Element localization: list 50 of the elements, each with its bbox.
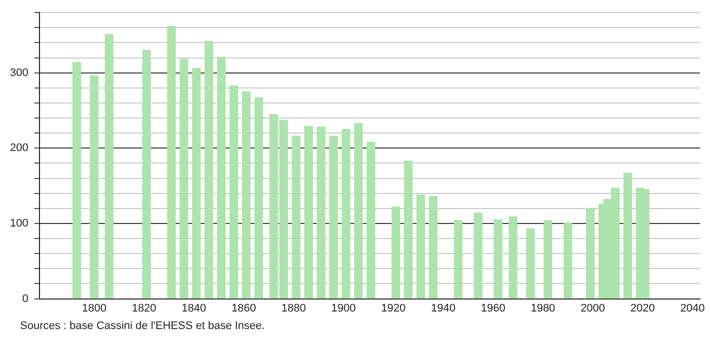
bar	[354, 122, 363, 299]
y-tick-label: 300	[10, 66, 28, 79]
bar	[180, 58, 188, 299]
y-tick-label: 100	[10, 218, 28, 230]
x-tick-label: 2020	[630, 302, 655, 314]
bar	[304, 126, 313, 299]
bar	[142, 50, 151, 299]
x-tick-label: 1800	[82, 302, 106, 314]
x-tick-label: 1960	[480, 302, 506, 314]
x-tick-label: 1900	[331, 302, 356, 314]
bar	[508, 216, 518, 299]
bar	[329, 136, 338, 299]
x-tick-label: 1820	[132, 302, 156, 314]
y-tick-label: 200	[10, 142, 28, 154]
bar	[254, 97, 264, 299]
bar	[316, 126, 326, 299]
bar	[167, 26, 176, 299]
bar	[242, 91, 251, 299]
bar	[204, 40, 214, 299]
x-tick-label: 1920	[381, 302, 406, 314]
x-tick-label: 1840	[182, 302, 206, 314]
bar	[192, 68, 201, 299]
x-tick-label: 2000	[580, 302, 606, 314]
bar	[623, 172, 632, 299]
bar	[342, 129, 350, 299]
bar	[104, 34, 114, 299]
x-tick-label: 1880	[281, 302, 306, 314]
bar	[404, 160, 413, 299]
bar	[526, 228, 535, 299]
y-tick-label: 0	[22, 292, 28, 305]
bar	[416, 194, 426, 299]
bar	[72, 62, 82, 299]
x-tick-label: 2040	[680, 302, 705, 314]
bar	[366, 142, 376, 299]
bar	[90, 76, 99, 299]
bar	[586, 208, 595, 299]
x-tick-label: 1940	[430, 302, 456, 314]
bar	[494, 219, 502, 299]
bar	[564, 222, 572, 299]
bar	[428, 196, 438, 299]
bar	[474, 212, 482, 299]
bar	[392, 206, 400, 299]
source-note: Sources : base Cassini de l'EHESS et base Insee.	[19, 320, 266, 332]
bar	[229, 85, 238, 299]
x-tick-label: 1860	[232, 302, 256, 314]
x-tick-label: 1980	[530, 302, 556, 314]
bar	[217, 56, 226, 299]
bar	[292, 136, 300, 299]
bar	[544, 220, 552, 299]
bar	[454, 220, 463, 299]
